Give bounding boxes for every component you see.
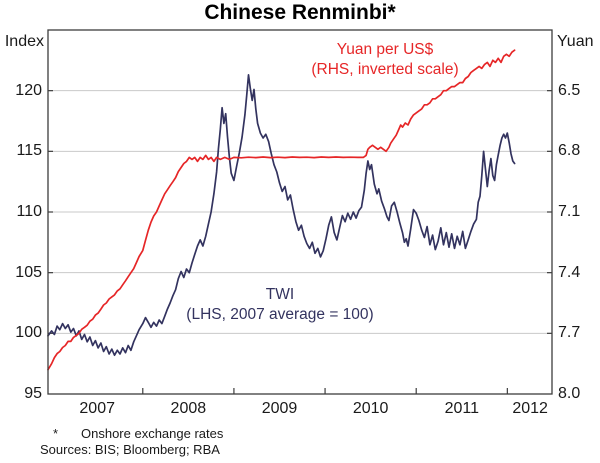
footnote-text: Onshore exchange rates [81, 426, 224, 441]
left-axis-tick-label: 100 [15, 324, 42, 342]
lhs-series-annotation-line2: (LHS, 2007 average = 100) [186, 306, 374, 323]
left-axis-title: Index [4, 33, 44, 50]
rhs-series-annotation: Yuan per US$ (RHS, inverted scale) [311, 40, 458, 80]
right-axis-tick-label: 6.8 [558, 142, 581, 160]
right-axis-tick-label: 7.4 [558, 263, 581, 281]
rhs-series-annotation-line2: (RHS, inverted scale) [311, 61, 459, 78]
sources-text: Sources: BIS; Bloomberg; RBA [40, 442, 220, 457]
footnote-asterisk: * [53, 426, 59, 441]
right-axis-title: Yuan [557, 33, 594, 50]
lhs-series-annotation: TWI (LHS, 2007 average = 100) [186, 285, 373, 325]
right-axis-tick-label: 8.0 [558, 385, 581, 402]
rhs-series-annotation-line1: Yuan per US$ [336, 41, 434, 58]
chart-title: Chinese Renminbi* [204, 1, 396, 24]
x-axis-year-label: 2007 [79, 400, 115, 417]
plot-frame [47, 29, 553, 395]
left-axis-tick-label: 120 [15, 81, 42, 99]
lhs-series-annotation-line1: TWI [265, 286, 295, 303]
x-axis-year-label: 2010 [352, 400, 389, 417]
right-axis-tick-label: 6.5 [558, 81, 581, 99]
left-axis-tick-label: 95 [24, 385, 42, 402]
right-axis-tick-label: 7.7 [558, 324, 581, 342]
x-axis-year-label: 2011 [444, 400, 479, 417]
series-line-yuan-per-us- [47, 49, 516, 371]
left-axis-tick-label: 105 [15, 263, 42, 281]
x-axis-year-label: 2008 [170, 400, 207, 417]
x-axis-year-label: 2012 [512, 400, 548, 417]
series-line-twi [47, 74, 516, 357]
right-axis-tick-label: 7.1 [558, 203, 581, 220]
x-axis-year-label: 2009 [261, 400, 298, 417]
left-axis-tick-label: 110 [16, 203, 42, 220]
left-axis-tick-label: 115 [16, 142, 42, 160]
